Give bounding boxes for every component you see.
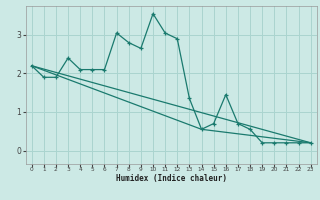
X-axis label: Humidex (Indice chaleur): Humidex (Indice chaleur) <box>116 174 227 183</box>
